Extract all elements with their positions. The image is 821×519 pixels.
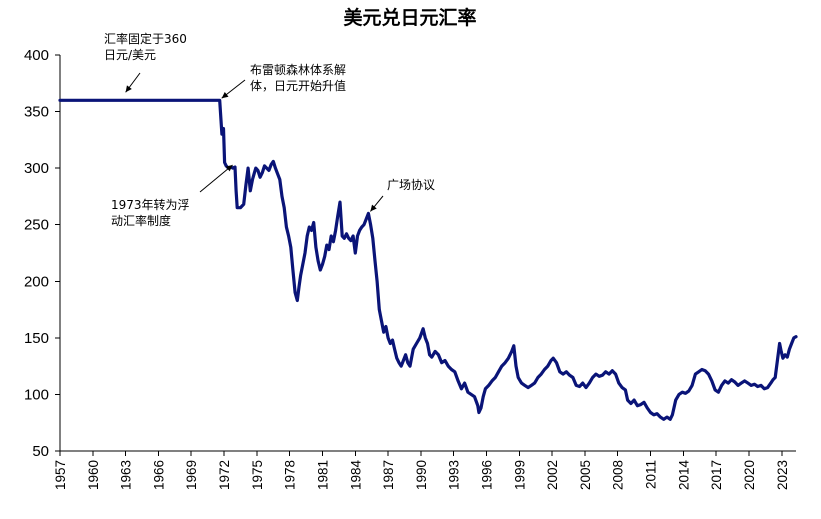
annotation-line: 广场协议	[387, 177, 435, 192]
annotation-line: 布雷顿森林体系解	[250, 62, 346, 77]
y-tick-label: 300	[24, 160, 49, 177]
annotation-label: 布雷顿森林体系解体，日元开始升值	[250, 62, 346, 93]
x-tick-label: 1978	[283, 460, 298, 490]
x-tick-label: 2014	[676, 460, 691, 491]
y-axis: 50 100 150 200 250 300 350 400	[24, 47, 61, 460]
x-tick-label: 1981	[315, 460, 330, 490]
x-tick-label: 1996	[480, 460, 495, 490]
series-layer	[58, 98, 798, 421]
annotation-arrowhead	[125, 85, 132, 93]
x-tick-label: 1987	[381, 460, 396, 490]
x-tick-label: 1972	[217, 460, 232, 490]
chart-title: 美元兑日元汇率	[343, 6, 476, 29]
x-tick-label: 2023	[775, 460, 790, 490]
x-tick-label: 1963	[119, 460, 134, 490]
annotation-line: 1973年转为浮	[111, 197, 190, 212]
annotation-line: 日元/美元	[104, 48, 156, 62]
y-tick-label: 50	[32, 443, 49, 460]
x-tick-label: 1957	[53, 460, 68, 490]
x-tick-label: 1993	[447, 460, 462, 490]
annotation-arrowhead	[225, 165, 233, 172]
y-tick-label: 150	[24, 330, 49, 347]
x-tick-label: 2011	[644, 460, 659, 489]
annotation-arrowhead	[221, 91, 229, 99]
x-tick-label: 2008	[611, 460, 626, 490]
x-tick-label: 2005	[578, 460, 593, 490]
annotation-line: 汇率固定于360	[104, 31, 187, 46]
y-tick-label: 100	[24, 386, 49, 403]
y-tick-label: 400	[24, 47, 49, 64]
annotation-arrow	[199, 164, 233, 193]
x-tick-label: 1966	[151, 460, 166, 490]
annotation-arrowhead	[370, 204, 377, 212]
x-tick-label: 1960	[86, 460, 101, 490]
annotation-line: 动汇率制度	[111, 213, 171, 228]
x-tick-label: 1984	[348, 460, 363, 491]
x-tick-label: 2020	[742, 460, 757, 490]
x-tick-label: 1969	[184, 460, 199, 490]
x-tick-label: 1975	[250, 460, 265, 490]
annotation-label: 广场协议	[387, 177, 435, 192]
annotation-label: 1973年转为浮动汇率制度	[111, 197, 190, 228]
annotation-line: 体，日元开始升值	[250, 78, 346, 93]
x-tick-label: 2017	[709, 460, 724, 490]
y-tick-label: 250	[24, 217, 49, 234]
x-axis: 1957 1960 1963 1966 1969 1972 1975 1978 1981 1984…	[53, 450, 796, 491]
x-tick-label: 1999	[512, 460, 527, 490]
annotation-label: 汇率固定于360 日元/美元	[104, 31, 187, 62]
x-tick-label: 2002	[545, 460, 560, 490]
x-tick-label: 1990	[414, 460, 429, 490]
y-tick-label: 200	[24, 273, 49, 290]
y-tick-label: 350	[24, 104, 49, 121]
series-line-usdjpy	[58, 98, 798, 421]
